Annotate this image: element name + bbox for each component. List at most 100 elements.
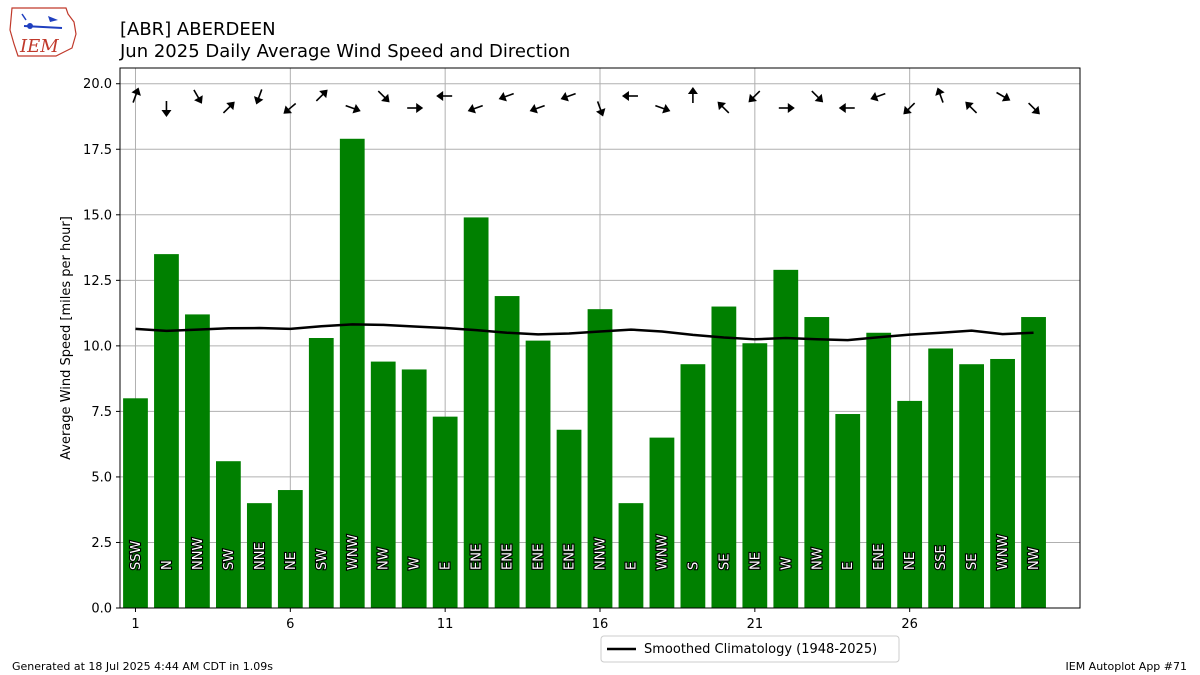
direction-label-day-20: SE [717, 554, 732, 570]
wind-arrows-layer [131, 87, 1040, 117]
legend-label: Smoothed Climatology (1948-2025) [644, 642, 877, 657]
bar-day-24 [835, 414, 861, 608]
direction-label-day-3: NNW [191, 538, 206, 570]
chart-title-line1: [ABR] ABERDEEN [120, 19, 276, 40]
iem-logo: IEM [9, 7, 77, 57]
direction-label-day-27: SSE [934, 545, 949, 570]
wind-arrow-day-11 [436, 91, 453, 101]
direction-label-day-1: SSW [129, 540, 144, 570]
app-note: IEM Autoplot App #71 [1065, 660, 1188, 673]
bar-day-9 [370, 361, 396, 608]
bar-day-30 [1021, 317, 1046, 608]
wind-arrow-day-5 [253, 89, 264, 105]
wind-arrow-day-25 [870, 91, 886, 102]
climatology-line [135, 323, 1034, 342]
wind-arrow-day-6 [283, 102, 297, 114]
x-tick-label: 6 [286, 617, 294, 632]
bar-day-3 [185, 314, 210, 608]
bar-day-28 [959, 364, 984, 608]
bar-day-13 [494, 296, 520, 608]
wind-arrow-day-19 [687, 87, 698, 103]
direction-label-day-29: WNW [996, 534, 1011, 570]
direction-label-day-28: SE [965, 554, 980, 570]
direction-label-day-8: WNW [346, 534, 361, 570]
direction-label-day-9: NW [377, 547, 392, 570]
direction-label-day-14: ENE [532, 544, 547, 570]
chart-title-line2: Jun 2025 Daily Average Wind Speed and Di… [119, 41, 570, 62]
direction-label-day-18: WNW [655, 534, 670, 570]
bar-day-25 [866, 332, 892, 608]
legend-box [600, 635, 900, 663]
bar-day-27 [928, 348, 954, 608]
bar-day-22 [773, 269, 799, 608]
direction-label-day-10: W [408, 557, 423, 570]
y-tick-label: 10.0 [83, 339, 112, 354]
wind-arrow-day-27 [935, 87, 945, 103]
wind-arrow-day-28 [965, 101, 978, 114]
logo-text: IEM [19, 36, 59, 57]
direction-label-day-25: ENE [872, 544, 887, 570]
direction-label-day-6: NE [284, 552, 299, 570]
direction-labels-layer: SSW N NNW SW NNE NE SW WNW NW W E ENE ENE ENE ENE NNW E W… [128, 533, 1043, 571]
bar-day-16 [587, 309, 613, 608]
x-tick-label: 11 [437, 617, 454, 632]
climatology-layer [135, 323, 1034, 342]
direction-label-day-5: NNE [253, 542, 268, 570]
bar-day-5 [246, 503, 272, 608]
y-tick-label: 12.5 [83, 274, 112, 289]
bar-day-23 [804, 317, 830, 608]
wind-arrow-day-26 [903, 102, 916, 115]
x-tick-label: 1 [131, 617, 139, 632]
direction-label-day-16: NNW [594, 538, 609, 570]
x-tick-label: 26 [901, 617, 918, 632]
wind-arrow-day-16 [595, 101, 606, 117]
y-tick-label: 2.5 [91, 536, 112, 551]
wind-arrow-day-22 [778, 103, 795, 113]
bar-day-7 [308, 338, 334, 608]
direction-label-day-4: SW [222, 549, 237, 570]
bar-day-14 [525, 340, 551, 608]
wind-arrow-day-17 [621, 91, 638, 101]
direction-label-day-12: ENE [470, 544, 485, 570]
wind-arrow-day-14 [529, 103, 545, 114]
y-tick-label: 7.5 [91, 405, 112, 420]
direction-label-day-26: NE [903, 552, 918, 570]
bar-day-4 [216, 461, 241, 608]
bar-day-10 [401, 369, 427, 608]
axes-layer: 0.02.55.07.510.012.515.017.520.01 6 11 16 21… [83, 77, 918, 632]
bar-day-12 [463, 217, 489, 608]
y-tick-label: 17.5 [83, 143, 112, 158]
wind-arrow-day-24 [838, 103, 855, 113]
x-tick-label: 21 [747, 617, 764, 632]
wind-arrow-day-23 [811, 90, 824, 103]
bar-day-29 [990, 358, 1015, 608]
wind-arrow-day-29 [996, 91, 1011, 102]
direction-label-day-13: ENE [501, 544, 516, 570]
direction-label-day-7: SW [315, 549, 330, 570]
direction-label-day-19: S [686, 562, 701, 570]
bar-day-11 [432, 416, 458, 608]
x-tick-label: 16 [592, 617, 609, 632]
wind-arrow-day-21 [748, 90, 761, 103]
bar-day-1 [123, 398, 148, 608]
bar-day-8 [339, 138, 365, 608]
legend: Smoothed Climatology (1948-2025) [600, 635, 900, 663]
bar-day-18 [649, 437, 675, 608]
bar-day-19 [680, 364, 706, 608]
y-axis-label: Average Wind Speed [miles per hour] [59, 216, 74, 460]
direction-label-day-22: W [779, 557, 794, 570]
direction-label-day-23: NW [810, 547, 825, 570]
generated-note: Generated at 18 Jul 2025 4:44 AM CDT in … [12, 660, 273, 673]
wind-arrow-day-10 [407, 103, 424, 113]
wind-arrow-day-9 [377, 90, 390, 103]
direction-label-day-21: NE [748, 552, 763, 570]
wind-arrow-day-12 [467, 103, 483, 114]
direction-label-day-30: NW [1027, 547, 1042, 570]
wind-arrow-day-7 [315, 89, 328, 102]
y-tick-label: 20.0 [83, 77, 112, 92]
y-tick-label: 15.0 [83, 208, 112, 223]
wind-arrow-day-13 [498, 91, 514, 102]
y-tick-label: 5.0 [91, 470, 112, 485]
wind-arrow-day-15 [560, 91, 576, 102]
